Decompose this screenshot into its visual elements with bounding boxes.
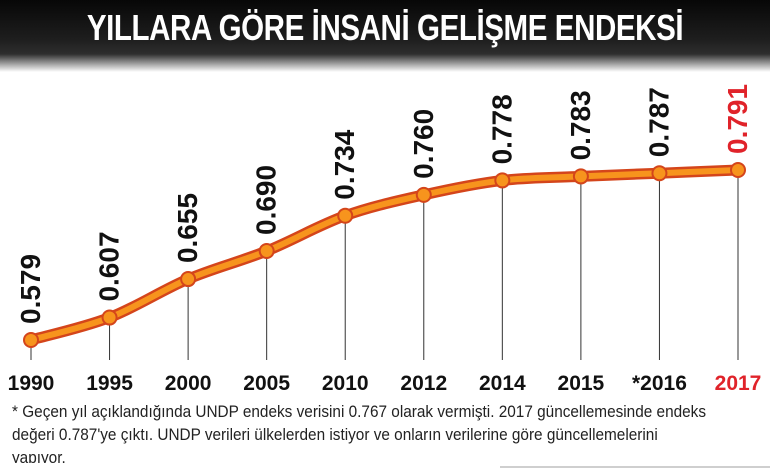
x-tick-label-2015: 2015	[558, 372, 605, 395]
data-point-2017	[732, 164, 744, 176]
data-point-2015	[574, 170, 587, 183]
value-label-2014: 0.778	[486, 94, 517, 164]
line-chart: 0.579 1990 0.607 1995 0.655 2000 0.690 2005 0.73…	[8, 84, 762, 395]
value-label-2015: 0.783	[565, 90, 596, 160]
data-point-2012	[417, 188, 430, 201]
value-label-2000: 0.655	[172, 193, 203, 263]
x-tick-label-1995: 1995	[86, 372, 133, 395]
value-label-2005: 0.690	[251, 165, 282, 235]
data-point-1995	[103, 311, 116, 324]
x-tick-label-2014: 2014	[479, 372, 526, 395]
x-tick-label-2012: 2012	[400, 372, 447, 395]
value-label-1990: 0.579	[15, 254, 46, 324]
data-point-2016	[653, 167, 666, 180]
data-point-2000	[182, 273, 195, 286]
title-banner: YILLARA GÖRE İNSANİ GELİŞME ENDEKSİ	[0, 0, 770, 72]
value-label-2017: 0.791	[722, 84, 753, 154]
value-label-2012: 0.760	[408, 109, 439, 179]
data-point-2005	[260, 244, 273, 257]
footer-divider	[500, 466, 770, 468]
x-tick-label-2005: 2005	[243, 372, 290, 395]
value-label-2010: 0.734	[329, 129, 360, 199]
value-label-2016: 0.787	[643, 87, 674, 157]
series-line	[28, 167, 741, 343]
value-label-1995: 0.607	[94, 231, 125, 301]
x-tick-label-2000: 2000	[165, 372, 212, 395]
footnote: * Geçen yıl açıklandığında UNDP endeks v…	[12, 403, 707, 463]
x-tick-label-2017: 2017	[715, 372, 762, 395]
data-point-2010	[339, 209, 352, 222]
data-point-2014	[496, 174, 509, 187]
x-tick-label-2016: *2016	[632, 372, 687, 395]
x-tick-label-2010: 2010	[322, 372, 369, 395]
data-point-1990	[25, 334, 37, 346]
chart-title: YILLARA GÖRE İNSANİ GELİŞME ENDEKSİ	[86, 7, 684, 48]
x-tick-label-1990: 1990	[8, 372, 55, 395]
